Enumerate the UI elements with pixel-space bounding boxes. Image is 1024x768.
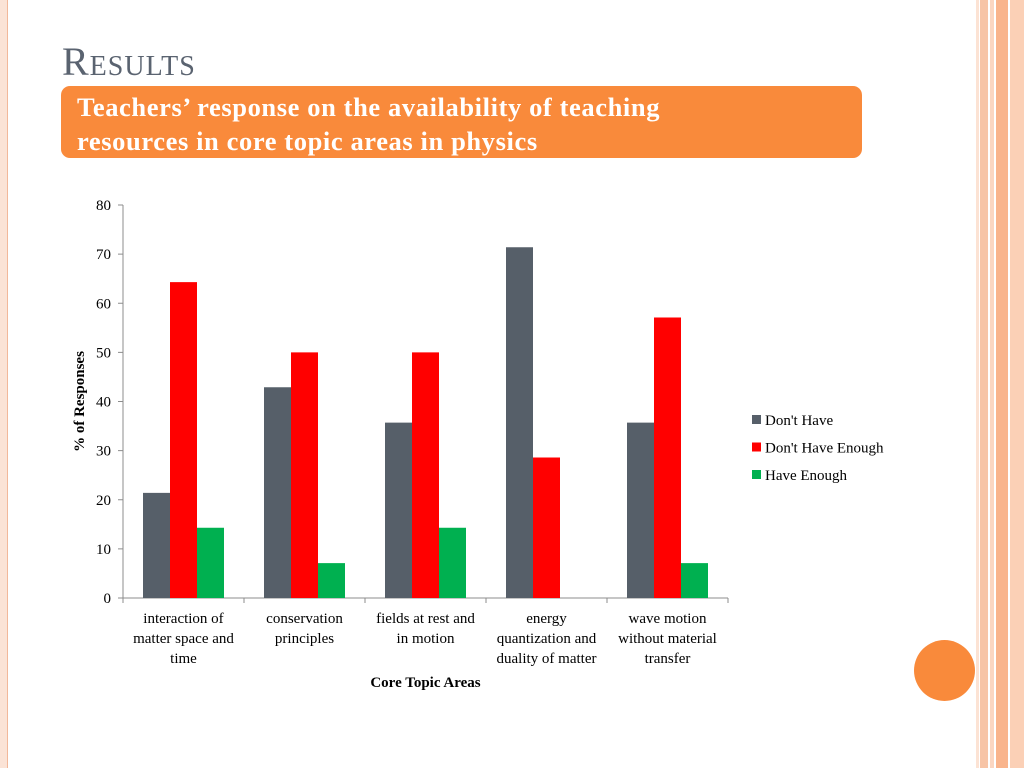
- bar-2-1: [170, 282, 197, 598]
- y-tick-label: 20: [96, 493, 111, 509]
- bar-1-1: [143, 492, 170, 598]
- y-tick-label: 10: [96, 542, 111, 558]
- y-tick-label: 0: [104, 591, 112, 607]
- bar-1-3: [385, 422, 412, 598]
- x-category-label: duality of matter: [497, 651, 597, 667]
- banner-line-1: Teachers’ response on the availability o…: [77, 92, 661, 122]
- x-category-label: without material: [618, 631, 717, 647]
- x-category-label: wave motion: [629, 611, 707, 627]
- x-category-label: in motion: [397, 631, 455, 647]
- y-tick-label: 60: [96, 296, 111, 312]
- bar-2-3: [412, 352, 439, 598]
- subtitle-banner: Teachers’ response on the availability o…: [61, 86, 862, 158]
- bar-3-3: [439, 527, 466, 598]
- bar-2-4: [533, 457, 560, 598]
- legend-swatch-2: [752, 442, 761, 452]
- bar-2-5: [654, 317, 681, 598]
- x-axis-title: Core Topic Areas: [370, 675, 480, 691]
- y-tick-label: 40: [96, 395, 111, 411]
- y-tick-label: 50: [96, 345, 111, 361]
- x-category-label: conservation: [266, 611, 343, 627]
- bar-3-2: [318, 563, 345, 598]
- legend-swatch-3: [752, 470, 761, 479]
- bar-1-4: [506, 247, 533, 598]
- x-category-label: interaction of: [143, 611, 223, 627]
- decorative-circle: [914, 640, 975, 701]
- x-category-label: quantization and: [497, 631, 597, 647]
- y-axis-title: % of Responses: [72, 351, 88, 452]
- slide-title: Results: [62, 39, 196, 84]
- banner-line-2: resources in core topic areas in physics: [77, 126, 538, 156]
- bar-1-5: [627, 422, 654, 598]
- left-frame-border: [0, 0, 8, 768]
- x-category-label: energy: [526, 611, 567, 627]
- x-category-label: matter space and: [133, 631, 234, 647]
- y-tick-label: 80: [96, 198, 111, 214]
- right-frame-stripes: [976, 0, 1024, 768]
- legend-label-3: Have Enough: [765, 468, 848, 484]
- legend-swatch-1: [752, 415, 761, 424]
- legend-label-1: Don't Have: [765, 413, 833, 429]
- bar-3-1: [197, 527, 224, 598]
- y-tick-label: 30: [96, 444, 111, 460]
- legend-label-2: Don't Have Enough: [765, 441, 884, 457]
- y-tick-label: 70: [96, 247, 111, 263]
- x-category-label: transfer: [645, 651, 691, 667]
- bar-1-2: [264, 387, 291, 598]
- x-category-label: fields at rest and: [376, 611, 475, 627]
- x-category-label: time: [170, 651, 197, 667]
- bar-3-5: [681, 563, 708, 598]
- bar-2-2: [291, 352, 318, 598]
- x-category-label: principles: [275, 631, 334, 647]
